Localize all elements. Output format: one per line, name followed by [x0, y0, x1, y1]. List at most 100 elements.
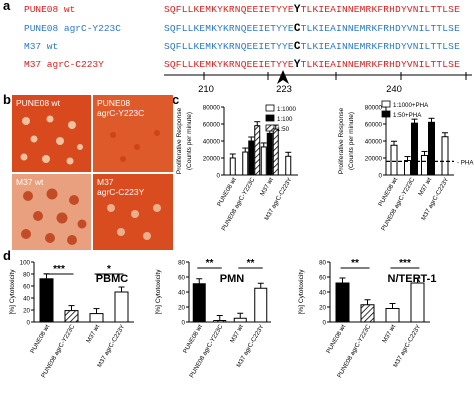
y-tick-label: 20000: [365, 156, 383, 163]
sequence-name: M37 agrC-C223Y: [24, 59, 104, 70]
y-axis-label: Proliferative Response (Counts per minute…: [176, 108, 193, 175]
significance-label: ***: [53, 264, 65, 275]
sequence-row: M37 wt SQFLLKEMKYKRNQEEIETYYECTLKIEAINNE…: [24, 40, 460, 54]
x-tick-label: M37 agrC-C223Y: [96, 324, 126, 369]
x-tick-label: M37 agrC-C223Y: [392, 324, 422, 369]
y-tick-label: 80: [23, 272, 30, 279]
y-tick-label: 0: [379, 173, 383, 180]
position-ruler: 210 223 240: [164, 70, 472, 95]
bar: [229, 157, 236, 176]
y-tick-label: 20000: [203, 156, 221, 163]
sequence-left: SQFLLKEMKYKRNQEEIETYYE: [164, 41, 294, 52]
plate-label: PUNE08 agrC-Y223C: [97, 98, 145, 118]
sequence-row: PUNE08 wt SQFLLKEMKYKRNQEEIETYYEYTLKIEAI…: [24, 3, 460, 17]
sequence-left: SQFLLKEMKYKRNQEEIETYYE: [164, 23, 294, 34]
colony-pattern: [21, 188, 87, 245]
bar: [254, 125, 261, 176]
y-axis-label-line: Proliferative Response: [338, 108, 345, 175]
x-tick-label: PUNE08 agrC-Y223C: [220, 176, 256, 232]
sequence-right: TLKIEAINNEMRKFRHDYVNILTTLSE: [300, 23, 460, 34]
sequence-residue-223: Y: [293, 59, 301, 71]
plate-pune08-agrc-y223c: PUNE08 agrC-Y223C: [93, 95, 173, 172]
y-tick-label: 100: [20, 260, 31, 267]
sequence-text: SQFLLKEMKYKRNQEEIETYYECTLKIEAINNEMRKFRHD…: [164, 40, 460, 54]
y-tick-label: 0: [182, 320, 186, 327]
y-axis-label: [%] Cytotoxicity: [9, 269, 16, 315]
significance-label: *: [107, 264, 111, 275]
bar: [411, 122, 418, 176]
y-axis-label-line: [%] Cytotoxicity: [298, 269, 305, 315]
legend-label: 1:100: [277, 116, 293, 123]
y-axis-label: Proliferative Response (Counts per minute…: [338, 108, 355, 175]
ruler-label-223: 223: [276, 84, 292, 95]
y-tick-label: 60: [319, 275, 326, 282]
y-axis-label-line: Proliferative Response: [176, 108, 183, 175]
bar: [64, 310, 79, 323]
chart-proliferation-dilution: 0 20000 40000 60000 80000 Proliferative Respo…: [176, 105, 298, 232]
bar: [285, 155, 292, 176]
y-tick-label: 60000: [203, 122, 221, 129]
colony-pattern: [20, 115, 83, 165]
bar: [233, 317, 247, 323]
bar: [404, 160, 411, 176]
x-tick-label: M37 wt: [259, 176, 275, 197]
ruler-label-240: 240: [386, 84, 402, 95]
panel-label-b: b: [3, 92, 11, 107]
y-tick-label: 80000: [365, 105, 383, 112]
bar: [360, 304, 375, 323]
panel-label-a: a: [3, 0, 11, 13]
significance-label: **: [351, 258, 359, 269]
y-tick-label: 60: [23, 284, 30, 291]
bar: [410, 282, 425, 323]
position-arrow-icon: [277, 70, 289, 84]
colony-pattern: [107, 204, 161, 240]
y-axis-label-line: (Counts per minute): [186, 112, 193, 170]
y-tick-label: 60000: [365, 122, 383, 129]
bar: [260, 146, 267, 176]
x-tick-label: PUNE08 wt: [325, 323, 347, 354]
bar: [385, 308, 400, 323]
y-axis-label-line: [%] Cytotoxicity: [9, 269, 16, 315]
legend-label: 1:50: [277, 126, 290, 133]
y-tick-label: 40: [178, 290, 185, 297]
ruler-label-210: 210: [198, 84, 214, 95]
legend-swatch: [265, 124, 275, 132]
bar: [421, 154, 428, 176]
x-tick-label: M37 wt: [85, 323, 101, 344]
legend-label: 1:1000+PHA: [393, 102, 429, 109]
bar: [89, 313, 104, 323]
y-axis-label-line: [%] Cytotoxicity: [155, 269, 162, 315]
bar: [335, 282, 350, 323]
sequence-name: PUNE08 agrC-Y223C: [24, 23, 121, 34]
legend-swatch: [265, 114, 275, 122]
colony-pattern: [110, 130, 160, 162]
plate-m37-wt: M37 wt: [12, 174, 91, 250]
y-tick-label: 40000: [365, 139, 383, 146]
sequence-left: SQFLLKEMKYKRNQEEIETYYE: [164, 4, 294, 15]
sequence-row: M37 agrC-C223Y SQFLLKEMKYKRNQEEIETYYEYTL…: [24, 58, 460, 72]
reference-line-label: - PHA: [457, 159, 474, 166]
sequence-residue-223: C: [293, 23, 301, 35]
bar: [441, 136, 449, 176]
x-tick-label: PUNE08 wt: [29, 323, 51, 354]
x-tick-label: M37 wt: [229, 323, 245, 344]
significance-label: **: [206, 258, 214, 269]
significance-label: **: [247, 258, 255, 269]
bar: [266, 132, 273, 176]
sequence-text: SQFLLKEMKYKRNQEEIETYYEYTLKIEAINNEMRKFRHD…: [164, 58, 460, 72]
y-axis-label-line: (Counts per minute): [348, 112, 355, 170]
sequence-right: TLKIEAINNEMRKFRHDYVNILTTLSE: [300, 41, 460, 52]
y-axis-label: [%] Cytotoxicity: [298, 269, 305, 315]
y-tick-label: 40: [23, 296, 30, 303]
chart-cytotoxicity: 0 20 40 60 80 100 [%] Cytotoxicity PUNE08 wt PUN…: [9, 258, 436, 379]
x-tick-label: PUNE08 wt: [182, 323, 204, 354]
chart-proliferation: 0 20000 40000 60000 80000 Proliferative Respo…: [176, 100, 474, 232]
bar: [428, 121, 435, 176]
y-tick-label: 20: [23, 308, 30, 315]
sequence-right: TLKIEAINNEMRKFRHDYVNILTTLSE: [300, 59, 460, 70]
x-tick-label: M37 wt: [381, 323, 397, 344]
y-tick-label: 80000: [203, 105, 221, 112]
